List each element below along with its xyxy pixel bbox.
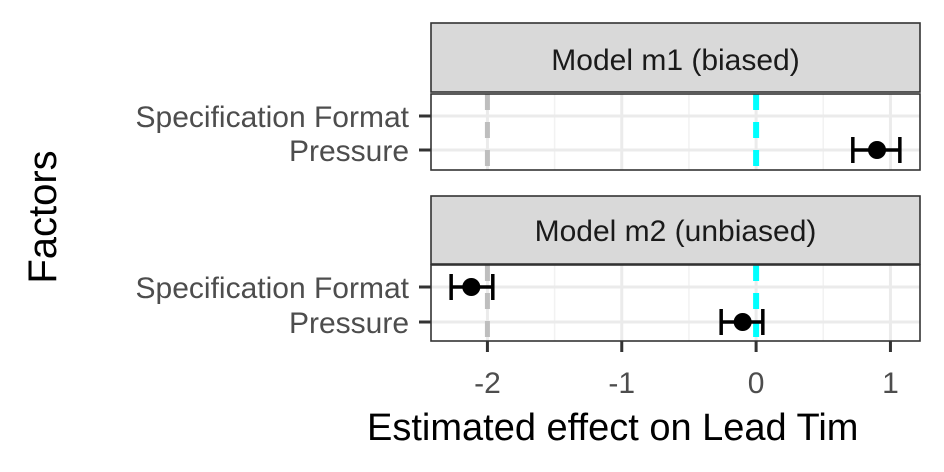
point-estimate	[462, 278, 481, 296]
strip-title-m1: Model m1 (biased)	[551, 44, 799, 77]
y-tick-label: Specification Format	[136, 272, 410, 305]
panel-m2: Model m2 (unbiased) Specification Format…	[136, 195, 921, 342]
x-tick-label: 0	[748, 367, 765, 400]
x-tick-label: -1	[608, 367, 635, 400]
x-tick-label: 1	[882, 367, 899, 400]
reference-lines-m1	[484, 94, 760, 170]
marks-m1	[851, 137, 902, 163]
y-axis-title: Factors	[21, 150, 65, 283]
marks-m2	[449, 274, 765, 335]
point-estimate	[733, 313, 752, 331]
y-tick-label: Specification Format	[136, 101, 410, 134]
strip-m2	[430, 195, 921, 265]
y-tick-label: Pressure	[289, 307, 409, 340]
x-axis-title: Estimated effect on Lead Tim	[367, 407, 858, 449]
panel-border-m1	[430, 93, 921, 171]
point-estimate	[868, 141, 887, 159]
reference-lines-m2	[484, 265, 760, 341]
panel-border-m2	[430, 264, 921, 342]
strip-title-m2: Model m2 (unbiased)	[535, 215, 817, 248]
x-axis: -2 -1 0 1	[474, 341, 899, 400]
strip-m1	[430, 22, 921, 93]
y-tick-label: Pressure	[289, 135, 409, 168]
x-tick-label: -2	[474, 367, 501, 400]
panel-m1: Model m1 (biased) Specification FormatPr…	[136, 22, 921, 171]
